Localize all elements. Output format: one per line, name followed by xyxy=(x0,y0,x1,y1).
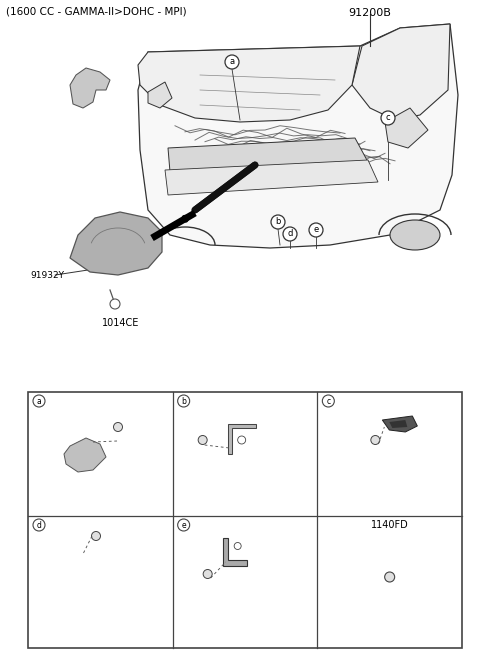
Circle shape xyxy=(323,395,335,407)
Text: c: c xyxy=(386,113,390,123)
Circle shape xyxy=(234,543,241,550)
Text: a: a xyxy=(36,396,41,405)
Circle shape xyxy=(271,215,285,229)
Text: 1141AC: 1141AC xyxy=(355,457,390,466)
Circle shape xyxy=(384,572,395,582)
Circle shape xyxy=(309,223,323,237)
Text: b: b xyxy=(181,396,186,405)
Polygon shape xyxy=(352,24,450,120)
Polygon shape xyxy=(64,438,106,472)
Text: 91932Y: 91932Y xyxy=(30,270,64,279)
Text: 91932X: 91932X xyxy=(211,527,245,537)
Polygon shape xyxy=(228,424,256,454)
Bar xyxy=(28,392,462,648)
Circle shape xyxy=(33,395,45,407)
Text: 1140AA: 1140AA xyxy=(185,457,220,466)
Polygon shape xyxy=(385,108,428,148)
Text: c: c xyxy=(326,396,330,405)
Polygon shape xyxy=(70,212,162,275)
Circle shape xyxy=(238,436,246,444)
Polygon shape xyxy=(383,416,417,432)
Circle shape xyxy=(381,111,395,125)
Circle shape xyxy=(110,299,120,309)
Text: 91931F: 91931F xyxy=(58,592,92,600)
Text: 1140FD: 1140FD xyxy=(371,520,408,530)
Circle shape xyxy=(198,436,207,445)
Polygon shape xyxy=(138,24,458,248)
Text: 1140AA: 1140AA xyxy=(46,531,82,541)
Text: d: d xyxy=(288,230,293,239)
Text: e: e xyxy=(313,226,319,234)
Polygon shape xyxy=(168,138,368,172)
Ellipse shape xyxy=(390,220,440,250)
Circle shape xyxy=(203,569,212,579)
Circle shape xyxy=(33,519,45,531)
Text: b: b xyxy=(276,218,281,226)
Circle shape xyxy=(225,55,239,69)
Polygon shape xyxy=(148,82,172,108)
Text: (1600 CC - GAMMA-II>DOHC - MPI): (1600 CC - GAMMA-II>DOHC - MPI) xyxy=(6,6,187,16)
Polygon shape xyxy=(223,538,247,566)
Polygon shape xyxy=(138,46,360,122)
Circle shape xyxy=(283,227,297,241)
Circle shape xyxy=(113,422,122,432)
Text: e: e xyxy=(181,520,186,529)
Text: d: d xyxy=(36,520,41,529)
Text: 91932Z: 91932Z xyxy=(231,457,265,466)
Text: 1140AA: 1140AA xyxy=(192,590,228,598)
Polygon shape xyxy=(389,420,408,428)
Text: 1141AC: 1141AC xyxy=(46,411,81,420)
Text: a: a xyxy=(229,58,235,66)
Circle shape xyxy=(178,395,190,407)
Circle shape xyxy=(178,519,190,531)
Circle shape xyxy=(92,531,100,541)
Text: 91200B: 91200B xyxy=(348,8,391,18)
Text: 1014CE: 1014CE xyxy=(102,318,139,328)
Circle shape xyxy=(371,436,380,445)
Polygon shape xyxy=(165,160,378,195)
Polygon shape xyxy=(70,68,110,108)
